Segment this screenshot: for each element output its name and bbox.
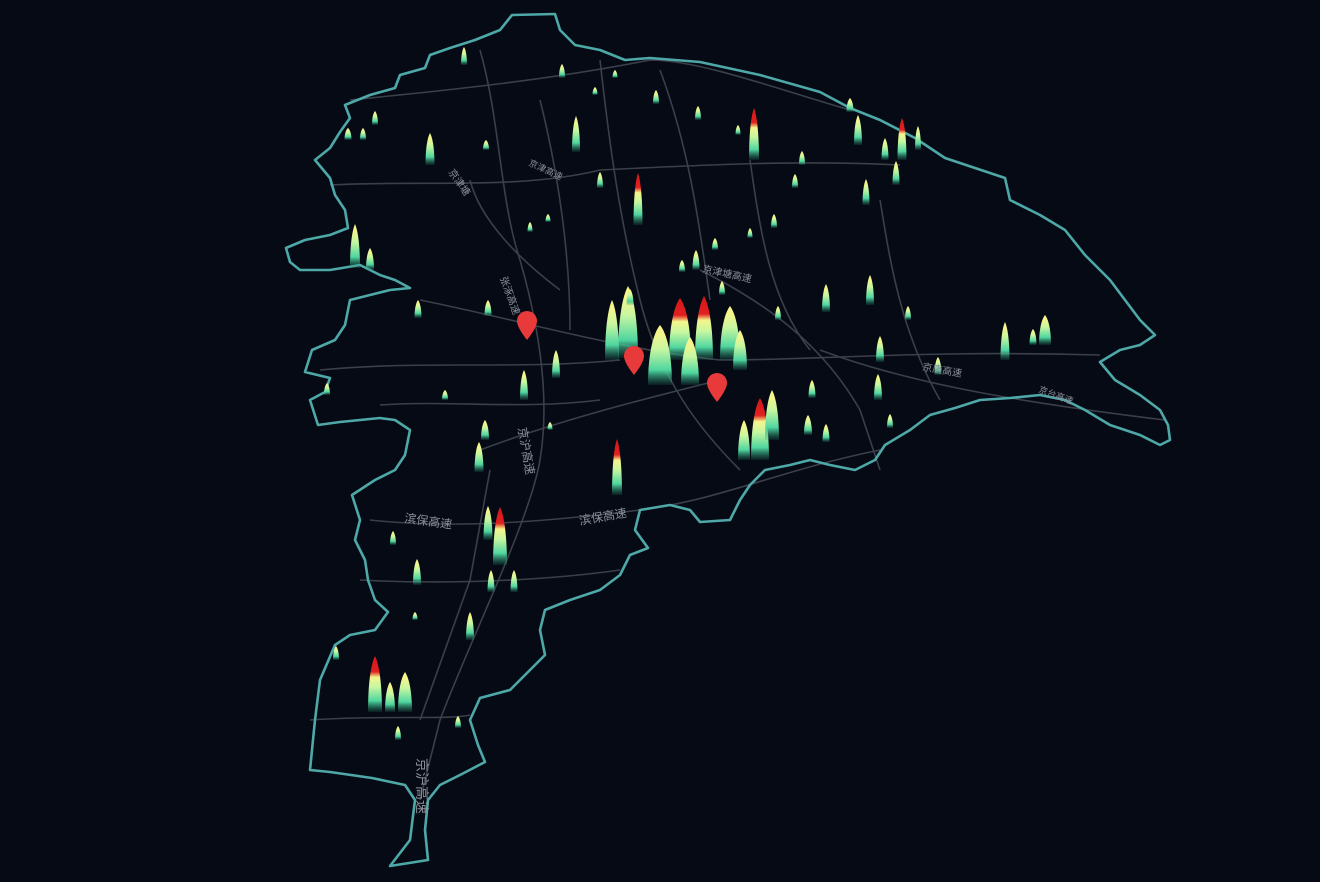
- heat-spike: [324, 383, 330, 395]
- heat-spike: [1000, 322, 1010, 360]
- heat-spike: [483, 140, 489, 150]
- heat-spike: [547, 422, 553, 430]
- heat-spike: [552, 350, 560, 378]
- heat-spike: [692, 250, 700, 270]
- heat-spike: [510, 570, 518, 592]
- heat-spike: [892, 161, 900, 185]
- heat-spike: [876, 336, 884, 362]
- heat-spike: [605, 300, 619, 360]
- road-label-binbao-right: 滨保高速: [578, 505, 628, 528]
- road-labels: 京津塘 京津高速 京津塘高速 京沪高速 张涿高速 滨保高速 滨保高速 京唐高速 …: [404, 157, 1075, 814]
- heat-spike: [866, 275, 874, 305]
- heat-spike: [775, 306, 781, 320]
- heat-spike: [751, 398, 769, 460]
- heat-spike: [822, 284, 830, 312]
- heat-spike: [612, 70, 618, 78]
- location-markers: [517, 311, 727, 402]
- heat-spike: [572, 116, 580, 152]
- heat-spike: [461, 47, 467, 65]
- heat-spike: [527, 222, 533, 232]
- heat-spike: [350, 224, 360, 268]
- heat-spike: [887, 414, 893, 428]
- heat-spike: [372, 111, 378, 125]
- heat-spike: [390, 531, 396, 545]
- heat-spike: [425, 133, 435, 165]
- heat-spike: [934, 357, 942, 375]
- heat-spike: [368, 656, 382, 712]
- heat-spike: [333, 646, 339, 660]
- heat-spike: [612, 439, 622, 495]
- heat-spike: [712, 238, 718, 250]
- heat-spike: [474, 442, 484, 472]
- heat-spike: [466, 612, 474, 640]
- heat-spike: [695, 106, 701, 120]
- heat-spike: [738, 420, 750, 460]
- heat-spike: [344, 128, 352, 140]
- heat-spike: [483, 506, 493, 540]
- heat-spike: [413, 559, 421, 585]
- road-label-jinghu-mid: 京沪高速: [515, 426, 538, 476]
- heat-spike: [366, 248, 374, 270]
- heat-spike: [626, 289, 634, 305]
- heat-spike: [545, 214, 551, 222]
- heat-spike: [455, 716, 461, 728]
- heat-spike: [385, 682, 395, 712]
- heat-spike: [481, 420, 489, 440]
- heat-spike: [695, 296, 713, 360]
- region-boundary: [284, 12, 1172, 868]
- heat-spike: [733, 330, 747, 370]
- heat-spike: [735, 125, 741, 135]
- heat-spike: [747, 228, 753, 238]
- heat-spike: [597, 172, 603, 188]
- location-pin-icon[interactable]: [517, 311, 537, 340]
- heat-spike: [1039, 315, 1051, 345]
- heat-spike: [484, 300, 492, 316]
- heat-spike: [897, 118, 907, 160]
- heat-spike: [799, 151, 805, 165]
- heatmap-layer: [324, 47, 1051, 740]
- heat-spike: [592, 87, 598, 95]
- heat-spike: [804, 415, 812, 435]
- heat-spike: [822, 424, 830, 442]
- location-pin-icon[interactable]: [707, 373, 727, 402]
- road-network: [309, 49, 1166, 801]
- heat-spike: [874, 374, 882, 400]
- heat-spike: [360, 128, 366, 140]
- heat-spike: [771, 214, 777, 228]
- heat-spike: [633, 173, 643, 225]
- heat-spike: [905, 306, 911, 320]
- heat-spike: [792, 174, 798, 188]
- heat-spike: [487, 570, 495, 592]
- heat-spike: [681, 337, 699, 385]
- heat-spike: [398, 672, 412, 712]
- heat-spike: [679, 260, 685, 272]
- heat-spike: [653, 90, 659, 104]
- road-label-jingtang: 京津塘高速: [701, 262, 753, 285]
- heat-spike: [719, 281, 725, 295]
- location-pin-icon[interactable]: [624, 346, 644, 375]
- heat-spike: [749, 108, 759, 160]
- heat-spike: [414, 300, 422, 318]
- heat-spike: [412, 612, 418, 620]
- heat-spike: [854, 115, 862, 145]
- heat-spike: [395, 726, 401, 740]
- road-label-jinghu-bottom: 京沪高速: [413, 758, 430, 814]
- heat-spike: [669, 298, 691, 360]
- heat-spike: [846, 98, 854, 112]
- heat-spike: [493, 507, 507, 565]
- heat-spike: [520, 370, 528, 400]
- heat-spike: [648, 325, 672, 385]
- road-label-binbao-left: 滨保高速: [404, 510, 454, 532]
- heat-spike: [559, 64, 565, 78]
- heat-spike: [808, 380, 816, 398]
- road-label-zhangzhuo: 张涿高速: [497, 275, 523, 317]
- heat-spike: [862, 179, 870, 205]
- heat-spike: [881, 138, 889, 160]
- heat-spike: [765, 390, 779, 440]
- heat-spike: [915, 126, 921, 150]
- heat-spike: [442, 390, 448, 400]
- heat-spike: [1029, 329, 1037, 345]
